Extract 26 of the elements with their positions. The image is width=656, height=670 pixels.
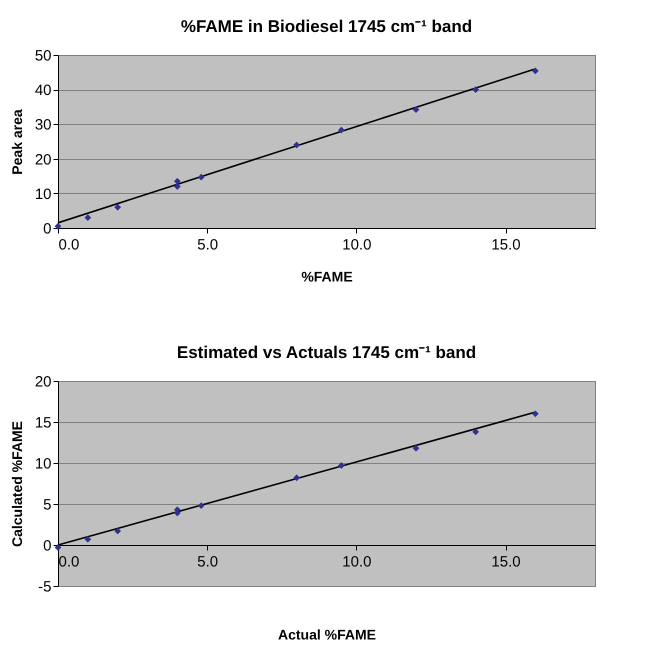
y-axis-title: Calculated %FAME: [8, 420, 25, 548]
chart-title: %FAME in Biodiesel 1745 cm⁻¹ band: [180, 17, 472, 36]
x-tick-label: 10.0: [342, 554, 372, 570]
y-tick-label: 15: [34, 414, 52, 432]
x-tick-label: 15.0: [491, 554, 521, 570]
x-tick-label: 10.0: [342, 236, 372, 254]
y-tick-label: 10: [34, 456, 52, 472]
chart-title: Estimated vs Actuals 1745 cm⁻¹ band: [176, 343, 476, 362]
y-tick-label: -5: [38, 578, 52, 596]
x-tick-label: 5.0: [197, 236, 218, 254]
y-tick-label: 50: [34, 48, 52, 64]
x-tick-label: 0.0: [58, 236, 80, 254]
x-tick-label: 15.0: [491, 236, 521, 254]
y-tick-label: 0: [43, 538, 52, 554]
y-tick-label: 5: [43, 496, 52, 514]
y-tick-label: 0: [43, 220, 52, 238]
x-axis-title: Actual %FAME: [278, 626, 376, 642]
y-axis-title: Peak area: [8, 109, 25, 175]
y-tick-label: 30: [34, 116, 52, 134]
y-tick-label: 40: [34, 82, 52, 100]
x-tick-label: 5.0: [197, 554, 218, 570]
y-tick-label: 10: [34, 186, 52, 203]
y-tick-label: 20: [34, 374, 52, 390]
y-tick-label: 20: [34, 151, 52, 168]
x-tick-label: 0.0: [58, 554, 80, 570]
x-axis-title: %FAME: [301, 268, 353, 284]
